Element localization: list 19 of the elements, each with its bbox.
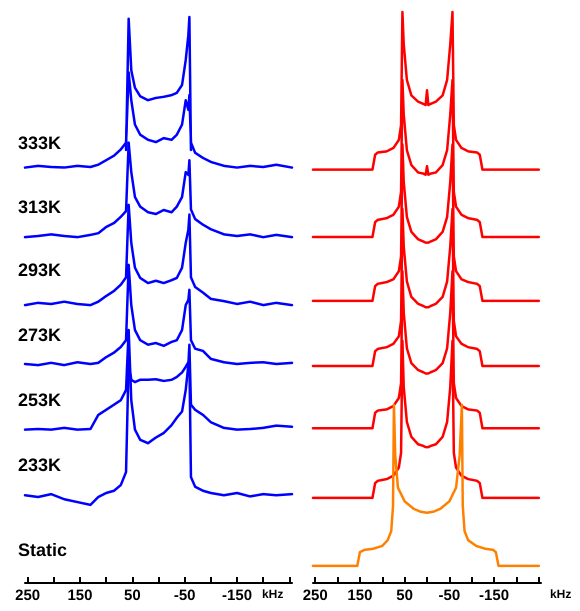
x-axis-title: kHz (262, 587, 284, 601)
x-tick-label: 250 (302, 587, 328, 604)
x-tick-label: 50 (124, 587, 141, 604)
annotation: 233K (18, 455, 62, 475)
x-tick-label: 250 (15, 587, 40, 604)
annotation: 333K (18, 133, 62, 153)
annotation: 293K (18, 260, 62, 280)
x-tick-label: -50 (174, 587, 196, 604)
x-tick-label: 50 (396, 587, 413, 604)
annotation: 313K (18, 197, 62, 217)
annotation: Static (18, 540, 68, 560)
x-tick-label: -150 (479, 587, 510, 604)
annotation: 273K (18, 325, 62, 345)
annotation: 253K (18, 390, 62, 410)
x-axis-title: kHz (550, 587, 572, 601)
x-tick-label: 150 (347, 587, 372, 604)
x-tick-label: -50 (438, 587, 460, 604)
x-tick-label: -150 (222, 587, 252, 604)
x-tick-label: 150 (67, 587, 92, 604)
